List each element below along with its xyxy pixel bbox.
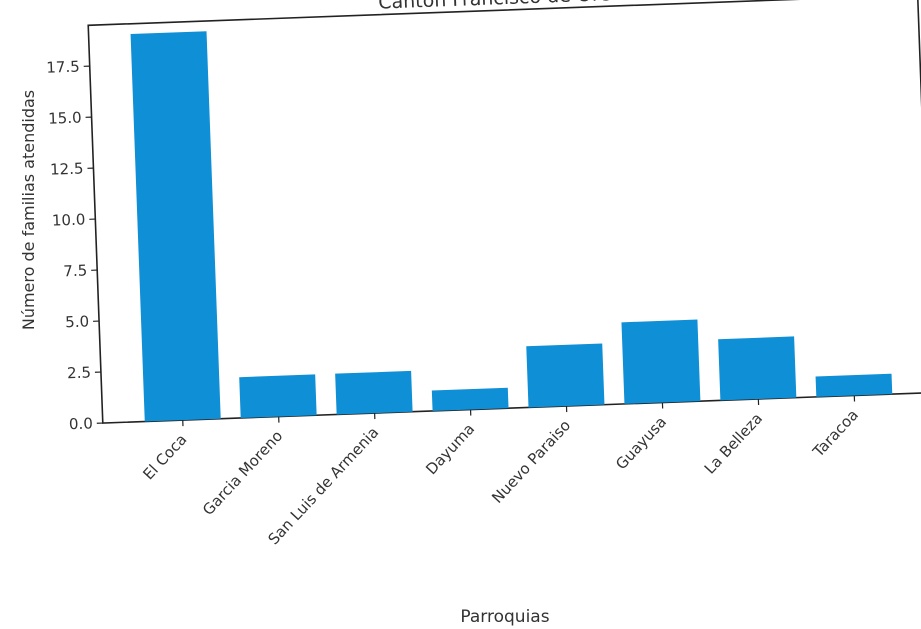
x-tick-label: Dayuma <box>422 420 478 478</box>
x-tick-label: Taracoa <box>809 406 862 461</box>
bar-dayuma <box>431 387 509 411</box>
bars-group <box>130 31 893 422</box>
bar-san-luis-de-armenia <box>335 370 413 415</box>
x-tick-label: Guayusa <box>612 413 670 473</box>
y-tick-label: 5.0 <box>65 312 90 331</box>
y-tick-label: 17.5 <box>46 57 80 76</box>
plot-frame <box>87 0 921 424</box>
y-tick-label: 7.5 <box>63 261 88 280</box>
y-tick-label: 15.0 <box>48 108 82 127</box>
y-ticks: 0.0 2.5 5.0 7.5 10.0 12.5 15.0 17.5 <box>46 57 103 433</box>
plot-group: 0.0 2.5 5.0 7.5 10.0 12.5 15.0 17.5 El Coca Garc… <box>46 0 921 548</box>
bar-garcia-moreno <box>239 374 317 418</box>
x-tick-label: El Coca <box>139 430 190 483</box>
chart-title: Canton Francisco de Orellana <box>378 0 657 14</box>
bar-el-coca <box>130 31 221 422</box>
x-axis-label: Parroquias <box>460 607 549 627</box>
bar-taracoa <box>815 373 893 397</box>
x-tick-label: La Belleza <box>701 409 766 477</box>
bar-nuevo-paraiso <box>526 343 605 408</box>
y-tick-label: 0.0 <box>69 414 94 433</box>
x-tick-label: Garcia Moreno <box>199 427 286 519</box>
y-tick-label: 10.0 <box>52 210 86 229</box>
bar-la-belleza <box>718 336 797 401</box>
bar-guayusa <box>621 319 701 404</box>
y-axis-label: Número de familias atendidas <box>19 90 38 330</box>
y-tick-label: 2.5 <box>67 363 92 382</box>
y-tick-label: 12.5 <box>50 159 84 178</box>
x-tick-label: Nuevo Paraiso <box>488 416 574 507</box>
